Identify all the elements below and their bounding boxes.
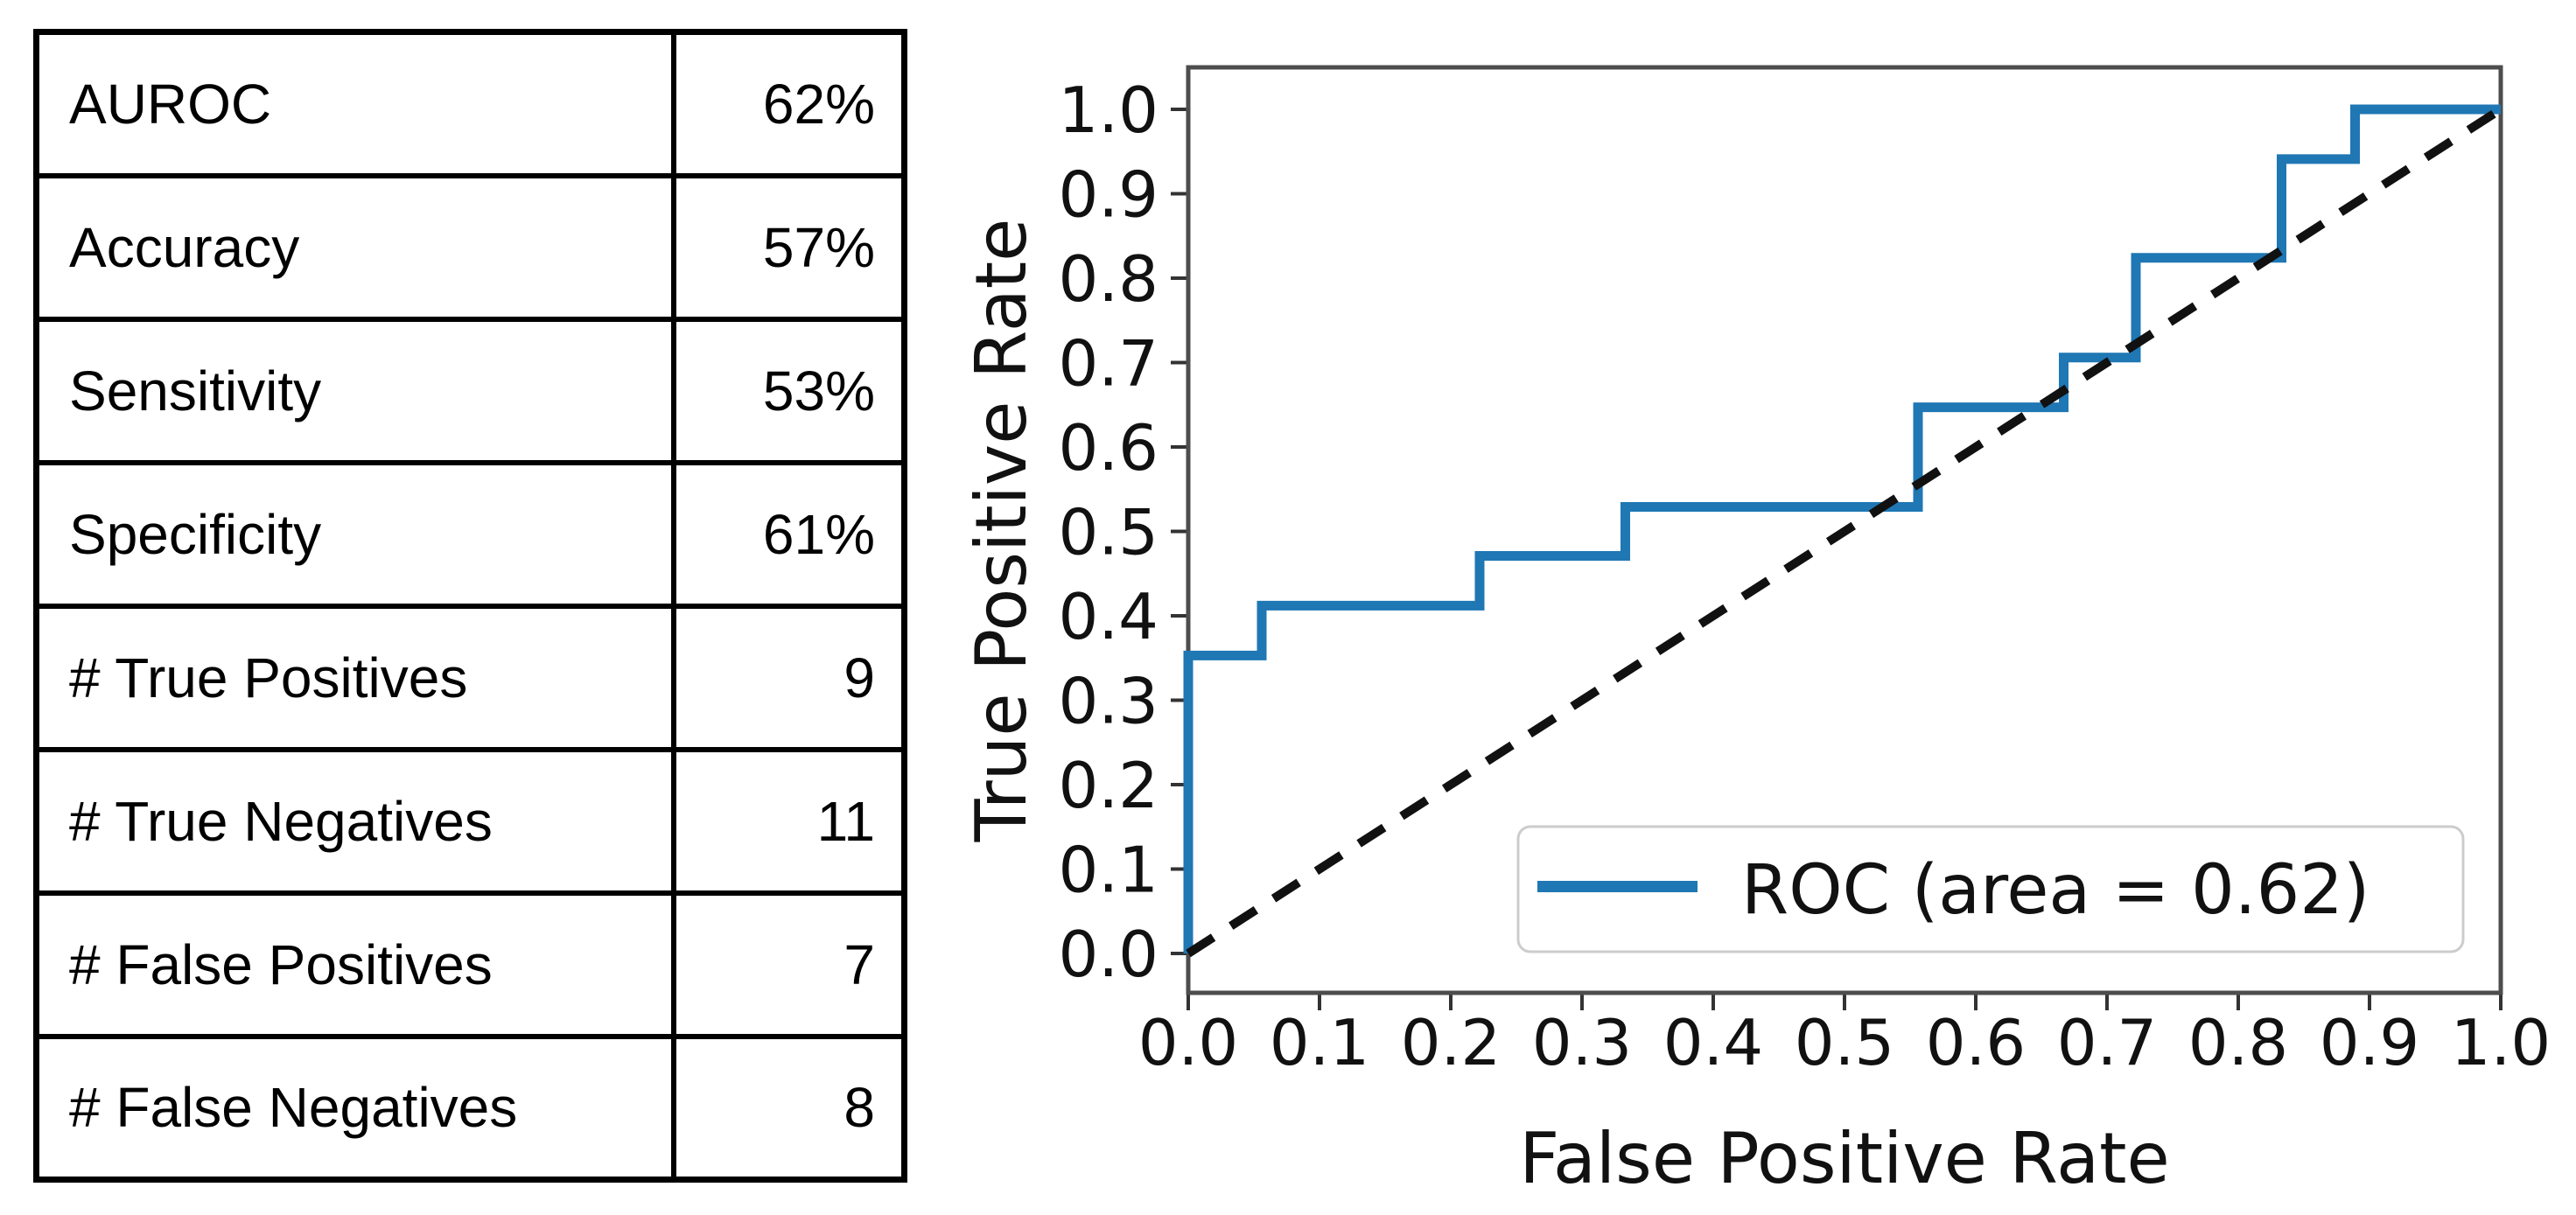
metrics-table-body: AUROC 62% Accuracy 57% Sensitivity 53% Specifi… — [33, 29, 907, 1183]
table-row: # False Negatives 8 — [33, 1033, 907, 1183]
metric-value-cell: 8 — [670, 1033, 907, 1183]
table-row: # True Negatives 11 — [33, 746, 907, 896]
metrics-table: AUROC 62% Accuracy 57% Sensitivity 53% Specifi… — [33, 29, 907, 1183]
legend-box — [1516, 825, 2465, 953]
metric-value-cell: 7 — [670, 890, 907, 1039]
y-tick-label: 0.5 — [1058, 496, 1158, 569]
metric-label-cell: # False Positives — [33, 890, 676, 1039]
metric-label-cell: # False Negatives — [33, 1033, 676, 1183]
y-tick-label: 0.8 — [1058, 242, 1158, 316]
y-tick-label: 1.0 — [1058, 73, 1158, 147]
x-tick-label: 1.0 — [2451, 1006, 2552, 1079]
y-tick-label: 0.2 — [1058, 749, 1158, 822]
x-tick-label: 0.7 — [2057, 1006, 2158, 1079]
metric-value-cell: 62% — [670, 29, 907, 178]
y-axis-title: True Positive Rate — [961, 219, 1042, 843]
x-tick-label: 0.4 — [1663, 1006, 1764, 1079]
x-tick-label: 0.8 — [2188, 1006, 2289, 1079]
x-axis-title: False Positive Rate — [1519, 1118, 2170, 1199]
table-row: Accuracy 57% — [33, 172, 907, 322]
plot-area — [1186, 65, 2503, 995]
x-tick-label: 0.6 — [1926, 1006, 2026, 1079]
table-row: AUROC 62% — [33, 29, 907, 178]
metric-label-cell: Sensitivity — [33, 316, 676, 465]
y-tick-label: 0.0 — [1058, 918, 1158, 991]
y-tick-label: 0.9 — [1058, 158, 1158, 232]
metric-value-cell: 9 — [670, 603, 907, 752]
x-tick-label: 0.1 — [1270, 1006, 1370, 1079]
metric-label-cell: Accuracy — [33, 172, 676, 322]
metric-value-cell: 61% — [670, 459, 907, 609]
metric-label-cell: AUROC — [33, 29, 676, 178]
metric-label-cell: # True Negatives — [33, 746, 676, 896]
y-tick-label: 0.3 — [1058, 665, 1158, 738]
y-tick-label: 0.1 — [1058, 834, 1158, 907]
y-tick-label: 0.4 — [1058, 580, 1158, 653]
legend-label: ROC (area = 0.62) — [1741, 851, 2370, 930]
metric-value-cell: 53% — [670, 316, 907, 465]
metric-label-cell: # True Positives — [33, 603, 676, 752]
roc-curve — [1183, 104, 2501, 953]
metric-value-cell: 57% — [670, 172, 907, 322]
x-tick-label: 0.9 — [2320, 1006, 2420, 1079]
table-row: Specificity 61% — [33, 459, 907, 609]
x-tick-label: 0.0 — [1138, 1006, 1239, 1079]
x-tick-label: 0.2 — [1401, 1006, 1502, 1079]
y-tick-label: 0.6 — [1058, 411, 1158, 485]
x-tick-label: 0.3 — [1532, 1006, 1633, 1079]
chance-line — [1186, 105, 2503, 958]
table-row: # True Positives 9 — [33, 603, 907, 752]
x-tick-label: 0.5 — [1795, 1006, 1895, 1079]
y-tick-label: 0.7 — [1058, 327, 1158, 401]
metric-label-cell: Specificity — [33, 459, 676, 609]
table-row: # False Positives 7 — [33, 890, 907, 1039]
metric-value-cell: 11 — [670, 746, 907, 896]
table-row: Sensitivity 53% — [33, 316, 907, 465]
